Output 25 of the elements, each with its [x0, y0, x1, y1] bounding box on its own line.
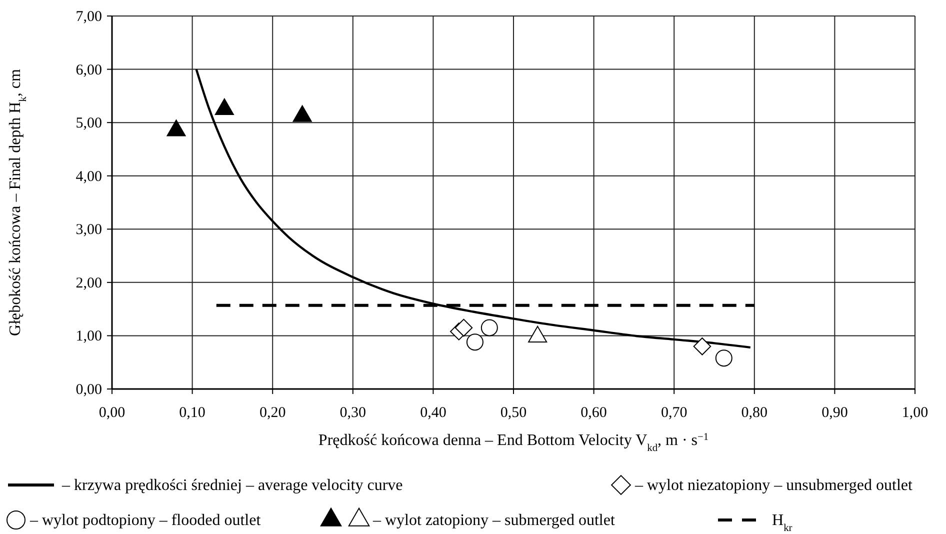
y-tick-label: 4,00 [76, 168, 102, 185]
legend-label: – wylot zatopiony – submerged outlet [372, 512, 616, 529]
x-tick-label: 1,00 [902, 405, 928, 421]
y-tick-label: 6,00 [76, 62, 102, 78]
legend-label: – wylot podtopiony – flooded outlet [29, 512, 262, 529]
x-tick-label: 0,10 [179, 405, 206, 421]
legend-label: – wylot niezatopiony – unsubmerged outlet [634, 477, 913, 494]
x-tick-label: 0,00 [98, 405, 126, 421]
x-tick-label: 0,20 [259, 405, 286, 421]
y-tick-label: 3,00 [76, 222, 102, 238]
x-tick-label: 0,30 [340, 405, 366, 421]
y-tick-label: 0,00 [76, 382, 102, 398]
x-tick-label: 0,40 [420, 405, 446, 421]
legend-label: H$_{kr}$ [772, 512, 793, 534]
legend-label: – krzywa prędkości średniej – average velocity curve [61, 477, 403, 494]
x-tick-label: 0,60 [580, 405, 607, 421]
y-tick-label: 7,00 [76, 9, 102, 25]
y-tick-label: 1,00 [76, 328, 102, 345]
x-tick-label: 0,90 [822, 405, 848, 421]
x-tick-label: 0,70 [660, 405, 688, 421]
x-axis-title: Prędkość końcowa denna – End Bottom Velocity V$_{kd}$, m · s$^{−1}$ [318, 432, 709, 454]
y-tick-label: 2,00 [76, 275, 102, 292]
y-tick-label: 5,00 [76, 116, 102, 132]
x-tick-label: 0,50 [500, 405, 527, 421]
x-tick-label: 0,80 [741, 405, 768, 421]
